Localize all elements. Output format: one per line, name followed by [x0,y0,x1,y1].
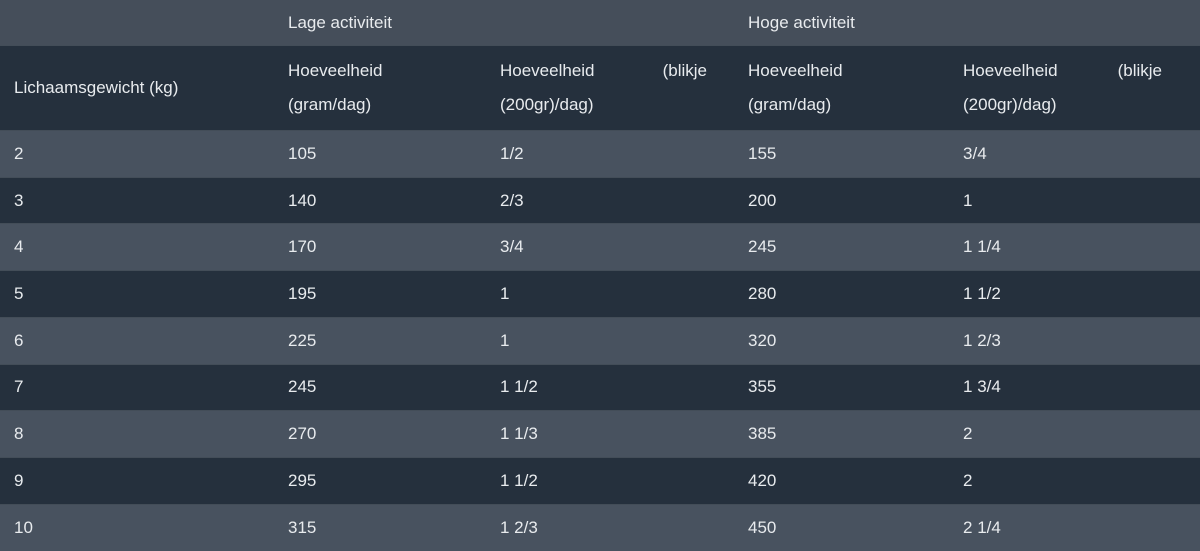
cell-lage-gram: 315 [274,503,486,551]
cell-hoge-gram: 200 [734,176,950,224]
cell-lage-gram: 270 [274,410,486,458]
cell-hoge-blikje: 1 1/4 [949,223,1200,271]
col-header-hoge-blikje: Hoeveelheid (blikje (200gr)/dag) [949,45,1200,131]
group-header-lage-activiteit: Lage activiteit [274,0,735,46]
cell-lage-blikje: 2/3 [486,176,735,224]
cell-lage-gram: 195 [274,270,486,318]
cell-lichaamsgewicht: 8 [0,410,274,458]
cell-hoge-blikje: 2 [949,457,1200,505]
cell-hoge-gram: 320 [734,316,950,365]
group-header-row: Lage activiteit Hoge activiteit [0,0,1200,46]
cell-lichaamsgewicht: 3 [0,176,274,224]
cell-lage-blikje: 1 1/2 [486,363,735,411]
col-header-line: Hoeveelheid (blikje [963,54,1162,88]
table-row: 8 270 1 1/3 385 2 [0,410,1200,458]
table-row: 2 105 1/2 155 3/4 [0,130,1200,178]
col-header-lage-gram: Hoeveelheid (gram/dag) [274,45,486,131]
cell-lage-gram: 295 [274,457,486,505]
cell-hoge-blikje: 3/4 [949,130,1200,178]
col-header-line: (200gr)/dag) [963,95,1057,114]
cell-hoge-gram: 450 [734,503,950,551]
cell-hoge-gram: 155 [734,130,950,178]
cell-hoge-blikje: 1 1/2 [949,270,1200,318]
table-row: 6 225 1 320 1 2/3 [0,316,1200,365]
col-header-hoge-gram: Hoeveelheid (gram/dag) [734,45,950,131]
cell-lage-blikje: 3/4 [486,223,735,271]
col-header-line: Hoeveelheid (blikje [500,54,707,88]
cell-lage-blikje: 1/2 [486,130,735,178]
cell-hoge-gram: 245 [734,223,950,271]
cell-hoge-blikje: 1 3/4 [949,363,1200,411]
cell-lage-gram: 170 [274,223,486,271]
cell-lage-blikje: 1 1/2 [486,457,735,505]
cell-hoge-blikje: 2 1/4 [949,503,1200,551]
cell-hoge-gram: 420 [734,457,950,505]
cell-lichaamsgewicht: 6 [0,316,274,365]
cell-lichaamsgewicht: 9 [0,457,274,505]
cell-lage-gram: 245 [274,363,486,411]
group-header-hoge-activiteit: Hoge activiteit [734,0,1200,46]
col-header-word: Hoeveelheid [963,61,1058,80]
cell-hoge-gram: 355 [734,363,950,411]
cell-lage-blikje: 1 [486,316,735,365]
col-header-line: (200gr)/dag) [500,95,594,114]
table-row: 7 245 1 1/2 355 1 3/4 [0,363,1200,411]
cell-lage-gram: 225 [274,316,486,365]
table-row: 3 140 2/3 200 1 [0,176,1200,224]
table-header: Lage activiteit Hoge activiteit Lichaams… [0,0,1200,131]
col-header-line: Hoeveelheid [288,61,383,80]
cell-lichaamsgewicht: 2 [0,130,274,178]
cell-hoge-blikje: 1 2/3 [949,316,1200,365]
table-body: 2 105 1/2 155 3/4 3 140 2/3 200 1 4 170 … [0,130,1200,551]
cell-lage-blikje: 1 [486,270,735,318]
cell-lichaamsgewicht: 10 [0,503,274,551]
col-header-line: (gram/dag) [288,95,372,114]
col-header-word: (blikje [662,61,707,80]
cell-lichaamsgewicht: 5 [0,270,274,318]
col-header-line: (gram/dag) [748,95,832,114]
col-header-word: Hoeveelheid [500,61,595,80]
cell-hoge-gram: 385 [734,410,950,458]
table-row: 5 195 1 280 1 1/2 [0,270,1200,318]
cell-lage-gram: 105 [274,130,486,178]
cell-hoge-blikje: 2 [949,410,1200,458]
cell-lage-gram: 140 [274,176,486,224]
group-header-empty [0,0,274,46]
cell-lage-blikje: 1 2/3 [486,503,735,551]
table-row: 9 295 1 1/2 420 2 [0,457,1200,505]
cell-lage-blikje: 1 1/3 [486,410,735,458]
column-header-row: Lichaamsgewicht (kg) Hoeveelheid (gram/d… [0,45,1200,131]
cell-lichaamsgewicht: 4 [0,223,274,271]
cell-lichaamsgewicht: 7 [0,363,274,411]
table-row: 4 170 3/4 245 1 1/4 [0,223,1200,271]
cell-hoge-gram: 280 [734,270,950,318]
cell-hoge-blikje: 1 [949,176,1200,224]
col-header-lichaamsgewicht: Lichaamsgewicht (kg) [0,45,274,131]
col-header-lage-blikje: Hoeveelheid (blikje (200gr)/dag) [486,45,735,131]
table-row: 10 315 1 2/3 450 2 1/4 [0,503,1200,551]
col-header-line: Hoeveelheid [748,61,843,80]
col-header-word: (blikje [1117,61,1163,80]
